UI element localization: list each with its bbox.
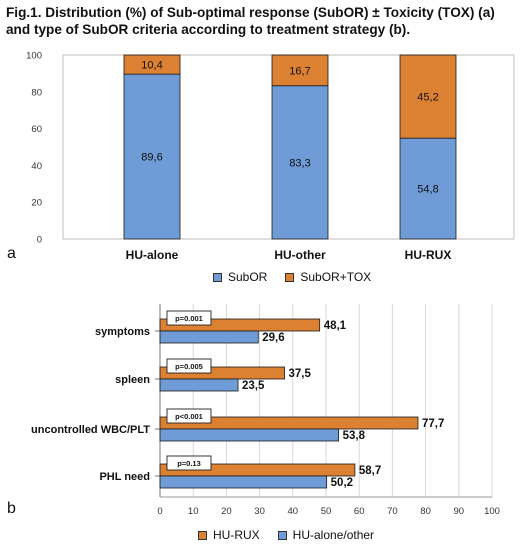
panel-a-legend: SubOR SubOR+TOX xyxy=(213,270,371,284)
p-value-box xyxy=(166,310,212,326)
y-tick-label: 0 xyxy=(37,235,42,246)
y-tick-label: 80 xyxy=(31,87,42,98)
y-tick-label: 20 xyxy=(31,198,42,209)
x-category-label: HU-alone xyxy=(126,248,179,262)
legend-swatch-hu-rux xyxy=(198,530,207,540)
bar-hu-alone-other-spleen xyxy=(159,378,239,392)
bar-subor-tox-hu-rux xyxy=(399,54,457,139)
legend-label-subor-tox: SubOR+TOX xyxy=(300,270,372,284)
bar-hu-alone-other-phl-need xyxy=(159,475,328,489)
bar-hu-alone-other-symptoms xyxy=(159,330,259,344)
legend-label-subor: SubOR xyxy=(228,270,268,284)
x-tick-label: 40 xyxy=(288,506,299,517)
bar-data-label: 10,4 xyxy=(141,60,162,72)
y-tick-label: 100 xyxy=(26,51,42,62)
y-tick-label: 60 xyxy=(31,124,42,135)
p-value-label: p=0.13 xyxy=(177,459,201,468)
bar-data-label: 53,8 xyxy=(343,430,366,442)
x-category-label: HU-RUX xyxy=(405,248,452,262)
bar-data-label: 50,2 xyxy=(331,477,353,489)
y-category-label: spleen xyxy=(115,374,150,386)
y-category-label: symptoms xyxy=(95,326,150,338)
y-tick-label: 40 xyxy=(31,161,42,172)
bar-data-label: 29,6 xyxy=(262,332,284,344)
legend-swatch-hu-alone-other xyxy=(277,530,287,540)
bar-data-label: 23,5 xyxy=(242,380,265,392)
panel-a-label: a xyxy=(7,245,16,262)
x-category-label: HU-other xyxy=(274,248,326,262)
x-tick-label: 100 xyxy=(484,506,500,517)
figure-title: Fig.1. Distribution (%) of Sub-optimal r… xyxy=(6,5,495,37)
panel-b-legend: HU-RUX HU-alone/other xyxy=(198,528,374,542)
x-tick-label: 80 xyxy=(420,506,431,517)
x-tick-label: 50 xyxy=(321,506,332,517)
bar-data-label: 77,7 xyxy=(422,418,444,430)
bar-data-label: 48,1 xyxy=(324,320,347,332)
bar-data-label: 45,2 xyxy=(417,92,438,104)
p-value-label: p<0.001 xyxy=(175,412,203,421)
bar-hu-alone-other-uncontrolled-wbc-plt xyxy=(159,428,340,442)
bar-data-label: 58,7 xyxy=(359,465,381,477)
x-tick-label: 0 xyxy=(157,506,162,517)
panel-b-chart: 0 10 20 30 40 50 60 70 80 90 100 symptoms 48,1 29,6 p=… xyxy=(31,304,500,517)
x-tick-label: 10 xyxy=(188,506,199,517)
p-value-label: p=0.005 xyxy=(175,362,203,371)
bar-data-label: 16,7 xyxy=(289,65,310,77)
p-value-box xyxy=(166,358,212,374)
panel-b-label: b xyxy=(7,500,16,517)
bar-data-label: 89,6 xyxy=(141,152,162,164)
y-category-label: PHL need xyxy=(99,471,150,483)
x-tick-label: 20 xyxy=(221,506,232,517)
bar-data-label: 83,3 xyxy=(289,157,310,169)
y-category-label: uncontrolled WBC/PLT xyxy=(31,424,150,436)
bar-data-label: 54,8 xyxy=(417,184,438,196)
legend-swatch-subor-tox xyxy=(285,272,295,282)
bar-subor-tox-hu-other xyxy=(271,54,329,87)
legend-label-hu-alone-other: HU-alone/other xyxy=(292,528,375,542)
p-value-box xyxy=(166,455,212,471)
p-value-label: p=0.001 xyxy=(175,314,203,323)
bar-subor-tox-hu-alone xyxy=(123,54,181,75)
x-tick-label: 30 xyxy=(254,506,265,517)
legend-label-hu-rux: HU-RUX xyxy=(213,528,260,542)
legend-swatch-subor xyxy=(213,272,222,282)
bar-data-label: 37,5 xyxy=(289,368,312,380)
x-tick-label: 90 xyxy=(454,506,465,517)
bar-subor-hu-alone xyxy=(123,73,181,240)
panel-a-chart: 0 20 40 60 80 100 89,6 10,4 HU-alone 83,3 16,7 HU-o… xyxy=(26,51,457,262)
x-tick-label: 60 xyxy=(354,506,365,517)
p-value-box xyxy=(166,408,212,424)
x-tick-label: 70 xyxy=(387,506,398,517)
